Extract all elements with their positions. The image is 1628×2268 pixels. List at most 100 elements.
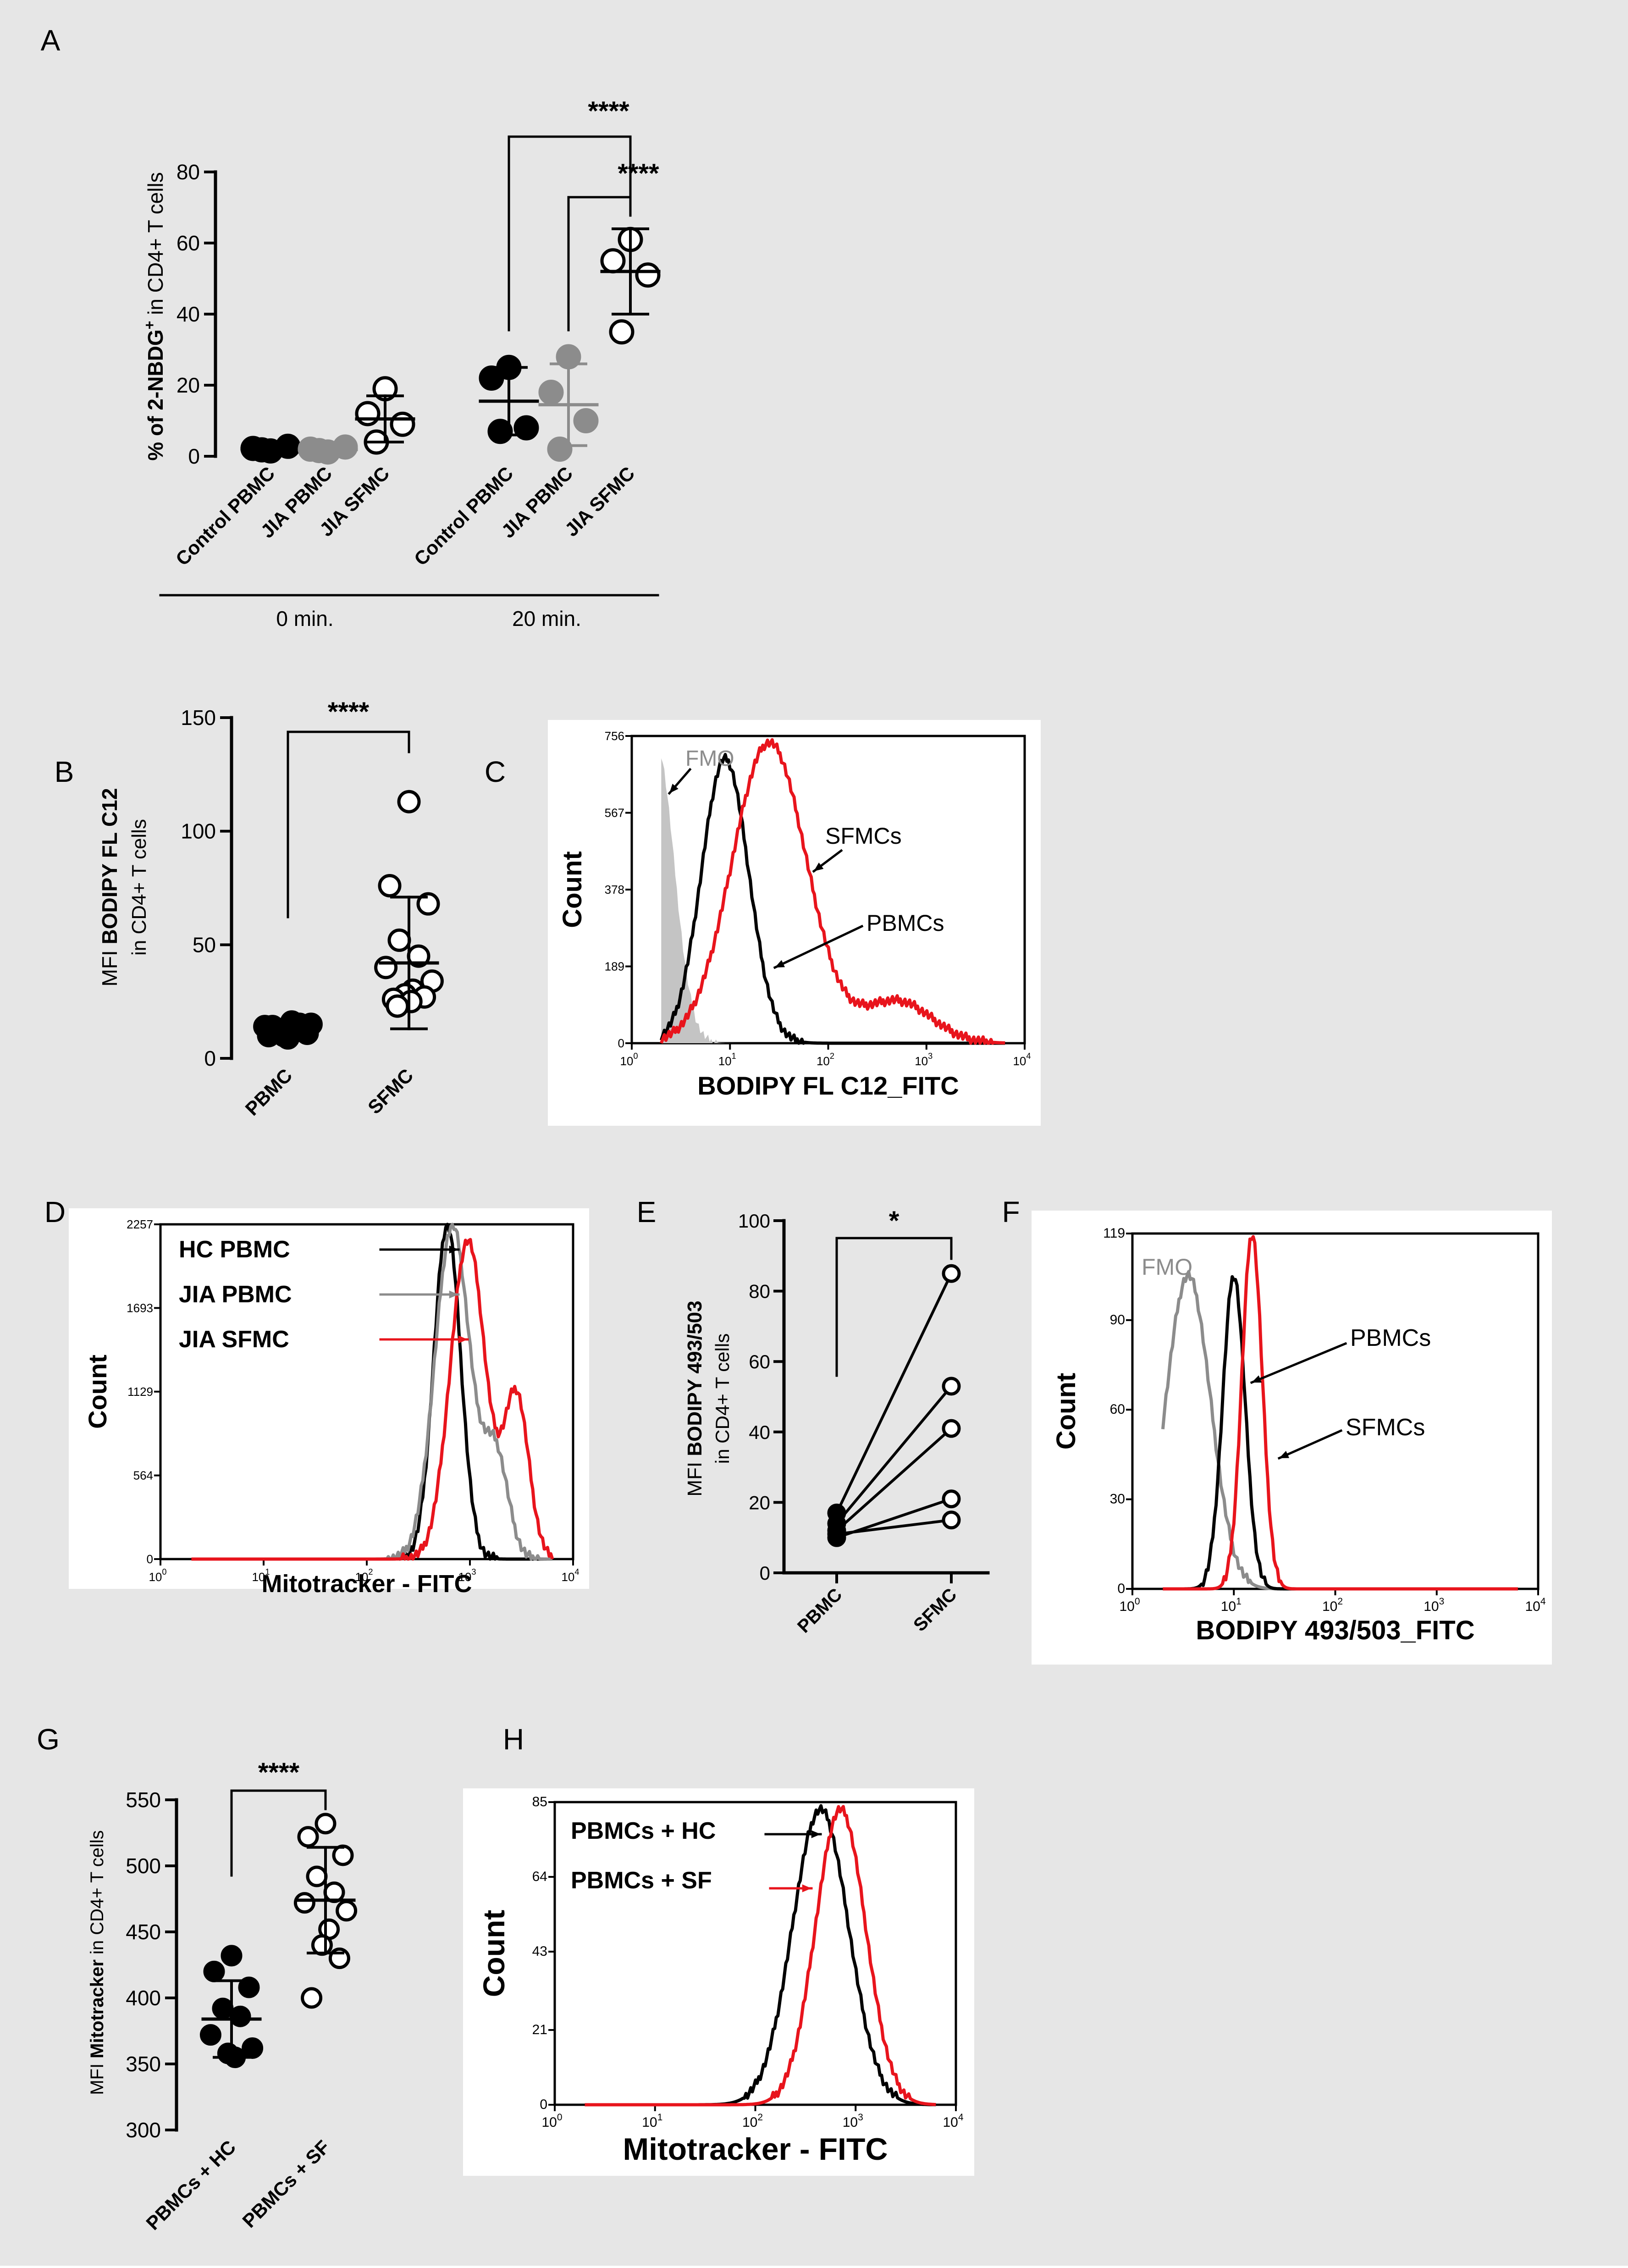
y-tick-label: 189 <box>605 960 624 974</box>
histogram-jia-sfmc <box>191 1238 554 1561</box>
data-point <box>293 1892 315 1914</box>
data-point <box>573 408 599 433</box>
x-tick-label: 102 <box>355 1567 373 1584</box>
data-point <box>942 1419 961 1438</box>
y-axis-label-sup: + <box>141 321 158 330</box>
data-point <box>942 1377 961 1396</box>
arrow <box>1250 1342 1347 1384</box>
x-tick-label: 101 <box>718 1051 736 1068</box>
y-axis-label: Count <box>477 1910 511 1997</box>
y-tick-label: 100 <box>181 819 216 843</box>
x-tick-label: 104 <box>1525 1596 1545 1614</box>
y-tick-label: 80 <box>749 1281 770 1302</box>
plot-box-background <box>1032 1211 1552 1665</box>
x-tick-label: 101 <box>642 2112 662 2130</box>
series-pbmcs-sf <box>293 1813 358 2009</box>
y-axis-label-line2: in CD4+ T cells <box>712 1333 733 1464</box>
y-axis-label-pre: MFI <box>684 1456 706 1497</box>
panel-label-c: C <box>485 755 506 788</box>
histogram-pbmcs <box>659 752 1005 1045</box>
y-axis-label-rest: in CD4+ T cells <box>143 172 167 321</box>
legend-label: PBMCs + HC <box>571 1818 716 1844</box>
series-jia-pbmc-20-min- <box>538 344 599 462</box>
panel-label-b: B <box>55 755 74 788</box>
y-tick-label: 1129 <box>127 1385 153 1399</box>
data-point <box>217 2042 239 2064</box>
y-axis-label: MFI BODIPY FL C12 <box>98 788 121 987</box>
x-tick-label: 103 <box>915 1051 933 1068</box>
x-tick-label: 100 <box>1119 1596 1140 1614</box>
y-tick-label: 150 <box>181 706 216 730</box>
y-tick-label: 64 <box>532 1869 547 1884</box>
y-tick-label: 0 <box>188 444 200 468</box>
y-tick-label: 0 <box>618 1036 624 1050</box>
x-tick-label: 102 <box>817 1051 834 1068</box>
y-tick-label: 0 <box>1117 1581 1125 1596</box>
chart-panel-h: 0 21 43 64 85 100 101 102 103 104 Mitotracker - FI… <box>463 1788 974 2176</box>
legend-label: PBMCs + SF <box>571 1867 712 1894</box>
x-tick-label: 100 <box>149 1567 166 1584</box>
data-point <box>311 1934 333 1956</box>
plot-box-background <box>548 720 1041 1126</box>
significance-label: **** <box>328 697 370 727</box>
series-jia-pbmc-0-min- <box>298 434 358 465</box>
data-point <box>827 1525 846 1544</box>
y-tick-label: 60 <box>177 231 200 255</box>
x-tick-label: 103 <box>1424 1596 1444 1614</box>
arrow-head <box>449 1245 458 1254</box>
data-point <box>538 380 564 405</box>
y-tick-label: 1693 <box>127 1301 153 1315</box>
data-point <box>487 419 513 444</box>
group-label: 0 min. <box>276 607 333 631</box>
annotation-fmo: FMO <box>685 747 734 771</box>
chart-panel-f: 0 30 60 90 119 100 101 102 103 104 BODIPY 493/503_… <box>1032 1211 1552 1665</box>
y-tick-label: 30 <box>1110 1492 1125 1507</box>
y-axis-label-line2: in CD4+ T cells <box>128 819 150 956</box>
x-axis-label: BODIPY FL C12_FITC <box>697 1071 959 1100</box>
x-tick-label: 104 <box>1013 1051 1031 1068</box>
y-axis-label: % of 2-NBDG+ in CD4+ T cells <box>141 172 167 460</box>
data-point <box>199 2024 221 2046</box>
data-point <box>212 1997 234 2019</box>
arrow-head <box>1252 1375 1262 1383</box>
x-tick-label: 104 <box>943 2112 963 2130</box>
data-point <box>609 319 635 345</box>
histogram-sfmcs <box>1163 1235 1518 1591</box>
data-point <box>301 1987 323 2009</box>
y-tick-label: 119 <box>1103 1226 1125 1241</box>
y-tick-label: 400 <box>126 1986 161 2010</box>
panel-label-d: D <box>44 1195 66 1228</box>
data-point <box>203 1960 225 1982</box>
x-tick-label: 103 <box>843 2112 863 2130</box>
y-tick-label: 378 <box>605 883 624 896</box>
data-point <box>513 415 539 441</box>
group-label: 20 min. <box>512 607 581 631</box>
histogram-pbmcs-sf <box>585 1805 936 2107</box>
y-axis-label: Count <box>1051 1373 1081 1450</box>
arrow-head <box>458 1335 468 1344</box>
panel-label-h: H <box>503 1723 524 1756</box>
significance-label: **** <box>618 159 659 188</box>
data-point <box>315 1813 337 1835</box>
significance-label: **** <box>588 96 629 126</box>
x-tick-label: 100 <box>541 2112 562 2130</box>
series-pbmcs-hc <box>199 1945 264 2069</box>
pair-line <box>834 1426 954 1533</box>
y-tick-label: 20 <box>177 373 200 397</box>
data-point <box>479 365 504 391</box>
y-axis-label-bold: BODIPY 493/503 <box>684 1300 706 1456</box>
data-point <box>221 1945 243 1967</box>
y-axis-label: MFI Mitotracker in CD4+ T cells <box>87 1830 107 2095</box>
y-tick-label: 350 <box>126 2052 161 2076</box>
y-tick-label: 40 <box>749 1422 770 1443</box>
data-point <box>374 956 398 979</box>
arrow-head <box>775 960 785 968</box>
pair-line <box>834 1272 954 1515</box>
x-tick-label: 103 <box>458 1567 476 1584</box>
y-tick-label: 100 <box>738 1210 770 1232</box>
y-axis-label-bold: Mitotracker <box>87 1959 107 2058</box>
x-axis-label: BODIPY 493/503_FITC <box>1196 1615 1474 1645</box>
annotation-pbmcs: PBMCs <box>866 910 944 936</box>
